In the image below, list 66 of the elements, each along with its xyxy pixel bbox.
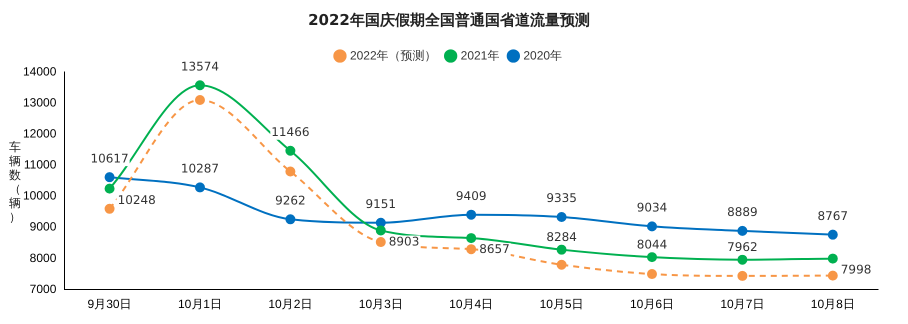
point [737, 226, 748, 236]
data-label: 9034 [636, 200, 668, 214]
x-tick-label: 10月1日 [178, 297, 222, 312]
point [194, 80, 205, 90]
y-tick-label: 10000 [22, 188, 57, 203]
point [285, 166, 296, 176]
point [376, 237, 386, 248]
x-tick-label: 10月6日 [630, 297, 674, 312]
y-tick-label: 11000 [24, 158, 57, 172]
data-label: 7998 [840, 262, 872, 277]
data-label: 10287 [180, 162, 220, 176]
legend-label: 2022年（预测） [350, 48, 437, 62]
point [285, 146, 296, 156]
point [194, 94, 205, 105]
point [737, 270, 748, 281]
y-tick-label: 8000 [30, 250, 57, 265]
x-tick-label: 10月4日 [449, 297, 494, 312]
y-tick-label: 7000 [30, 282, 57, 296]
data-label: 13574 [180, 59, 220, 74]
point [556, 244, 567, 255]
data-label: 7962 [727, 240, 758, 254]
data-label: 10248 [118, 192, 156, 207]
point [828, 254, 838, 264]
chart-title: 2022年国庆假期全国普通国省道流量预测 [308, 10, 590, 29]
point [646, 252, 657, 262]
point [646, 221, 657, 232]
data-label: 8767 [818, 208, 848, 223]
point [828, 270, 838, 281]
point [466, 233, 476, 244]
legend-label: 2020年 [523, 48, 562, 62]
x-tick-label: 10月5日 [540, 297, 584, 312]
data-label: 8044 [636, 237, 668, 252]
data-label: 9409 [456, 188, 486, 203]
point [376, 225, 386, 236]
x-tick-label: 10月2日 [268, 297, 312, 312]
point [104, 184, 115, 194]
point [104, 172, 115, 182]
point [194, 182, 205, 192]
data-label: 9262 [275, 193, 306, 208]
data-label: 8657 [479, 242, 510, 256]
point [737, 254, 748, 265]
x-tick-label: 10月8日 [810, 297, 855, 312]
point [285, 214, 296, 224]
data-label: 11466 [271, 124, 310, 139]
y-axis-title: 车辆数（辆） [8, 140, 22, 224]
data-label: 9335 [546, 191, 577, 206]
point [828, 230, 838, 240]
data-label: 8889 [727, 205, 758, 220]
point [466, 244, 476, 254]
data-label: 8284 [546, 230, 577, 244]
data-label: 8903 [388, 234, 420, 249]
point [556, 212, 567, 222]
y-tick-label: 14000 [22, 64, 57, 78]
x-tick-label: 10月7日 [720, 297, 764, 312]
y-tick-label: 12000 [22, 126, 57, 140]
point [466, 210, 476, 220]
x-tick-label: 10月3日 [358, 297, 403, 312]
data-label: 9151 [366, 196, 396, 211]
y-tick-label: 13000 [22, 95, 57, 110]
x-tick-label: 9月30日 [88, 297, 132, 312]
legend-label: 2021年 [460, 48, 500, 62]
point [646, 269, 657, 280]
y-tick-label: 9000 [30, 220, 57, 234]
data-label: 10617 [90, 151, 129, 166]
point [556, 260, 567, 270]
point [104, 204, 115, 214]
